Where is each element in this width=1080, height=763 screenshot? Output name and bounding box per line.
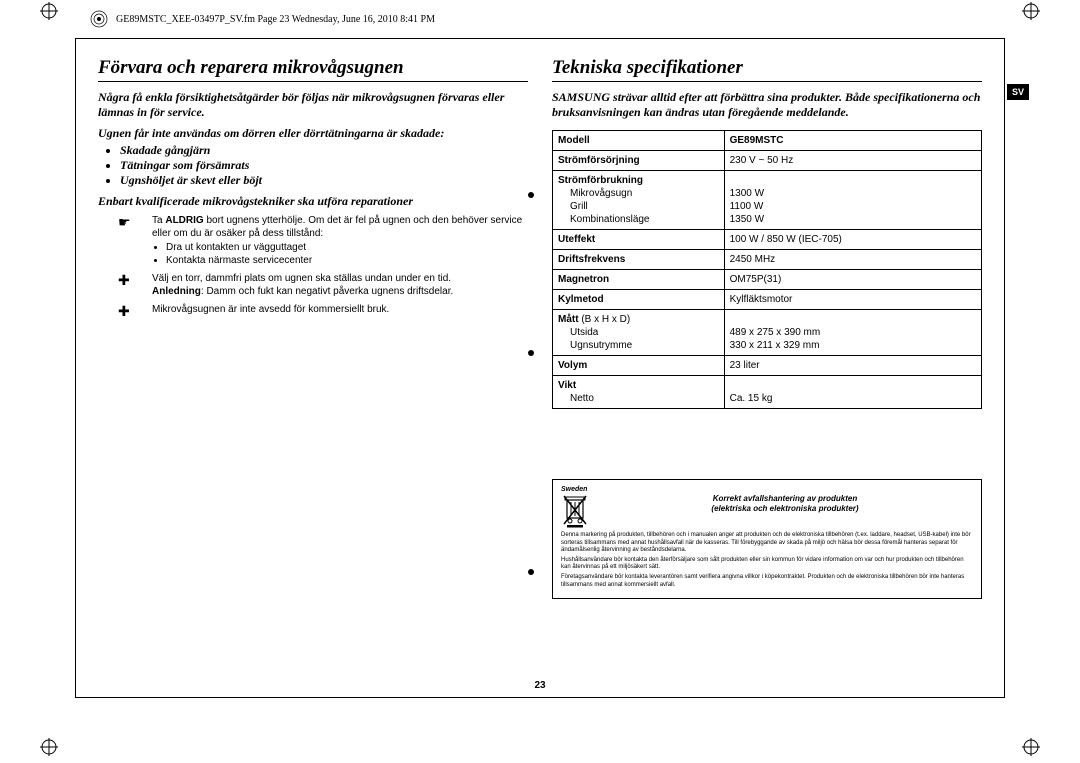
spec-label-6: Kylmetod	[558, 294, 604, 305]
spec-label-8: Volym	[558, 360, 587, 371]
spec-sub-2-0: Mikrovågsugn	[570, 187, 719, 200]
hand-icon: ☛	[118, 215, 134, 229]
spec-value-4: 2450 MHz	[724, 250, 981, 270]
spec-value-6: Kylfläktsmotor	[724, 290, 981, 310]
language-tab: SV	[1007, 84, 1029, 100]
weee-p1: Denna markering på produkten, tillbehöre…	[561, 532, 973, 554]
side-bullet-3	[528, 569, 534, 575]
table-row: Uteffekt 100 W / 850 W (IEC-705)	[553, 230, 982, 250]
note-1-pre: Välj en torr, dammfri plats om ugnen ska…	[152, 273, 451, 284]
note-0: ☛ Ta ALDRIG bort ugnens ytterhölje. Om d…	[118, 215, 528, 267]
note-2-pre: Mikrovågsugnen är inte avsedd för kommer…	[152, 304, 389, 315]
spec-value-8: 23 liter	[724, 356, 981, 376]
spec-value-9: Ca. 15 kg	[724, 376, 981, 409]
spec-sub-7-0: Utsida	[570, 326, 719, 339]
plus-icon: ✚	[118, 273, 134, 287]
left-intro2: Ugnen får inte användas om dörren eller …	[98, 126, 528, 141]
spec-label-7: Mått	[558, 314, 579, 325]
left-bullets: Skadade gångjärn Tätningar som försämrat…	[120, 143, 528, 188]
content-frame: SV Förvara och reparera mikrovågsugnen N…	[75, 38, 1005, 698]
spec-sub-9-0: Netto	[570, 392, 719, 405]
page: GE89MSTC_XEE-03497P_SV.fm Page 23 Wednes…	[0, 0, 1080, 763]
spec-label-5: Magnetron	[558, 274, 609, 285]
crop-mark-br	[1022, 738, 1040, 761]
spec-value-2: 1300 W 1100 W 1350 W	[724, 171, 981, 230]
right-column: Tekniska specifikationer SAMSUNG strävar…	[540, 57, 982, 679]
left-closing: Enbart kvalificerade mikrovågstekniker s…	[98, 194, 528, 209]
right-title: Tekniska specifikationer	[552, 57, 982, 82]
spec-label-2: Strömförbrukning	[558, 175, 643, 186]
left-title: Förvara och reparera mikrovågsugnen	[98, 57, 528, 82]
left-column: Förvara och reparera mikrovågsugnen Någr…	[98, 57, 540, 679]
left-bullet-2: Ugnshöljet är skevt eller böjt	[120, 173, 528, 188]
table-row: Driftsfrekvens 2450 MHz	[553, 250, 982, 270]
table-row: Magnetron OM75P(31)	[553, 270, 982, 290]
table-row: ViktNetto Ca. 15 kg	[553, 376, 982, 409]
spec-sub-2-1: Grill	[570, 200, 719, 213]
plus-icon-2: ✚	[118, 304, 134, 318]
note-0-pre: Ta	[152, 215, 165, 226]
page-header: GE89MSTC_XEE-03497P_SV.fm Page 23 Wednes…	[90, 10, 1050, 28]
header-text: GE89MSTC_XEE-03497P_SV.fm Page 23 Wednes…	[116, 14, 435, 25]
weee-p2: Hushållsanvändare bör kontakta den återf…	[561, 557, 973, 571]
weee-box: Sweden	[552, 479, 982, 599]
spec-label-3: Uteffekt	[558, 234, 595, 245]
spec-sub-7-1: Ugnsutrymme	[570, 339, 719, 352]
table-row: Modell GE89MSTC	[553, 131, 982, 151]
spec-label-7x: (B x H x D)	[579, 314, 631, 325]
left-bullet-0: Skadade gångjärn	[120, 143, 528, 158]
note-1-bold: Anledning	[152, 286, 201, 297]
note-2: ✚ Mikrovågsugnen är inte avsedd för komm…	[118, 304, 528, 318]
table-row: StrömförbrukningMikrovågsugnGrillKombina…	[553, 171, 982, 230]
spec-value-5: OM75P(31)	[724, 270, 981, 290]
table-row: Volym 23 liter	[553, 356, 982, 376]
note-0-sub-0: Dra ut kontakten ur vägguttaget	[166, 242, 528, 255]
note-0-sub-1: Kontakta närmaste servicecenter	[166, 255, 528, 268]
weee-country: Sweden	[561, 486, 973, 494]
table-row: Mått (B x H x D)UtsidaUgnsutrymme 489 x …	[553, 310, 982, 356]
note-1-post: : Damm och fukt kan negativt påverka ugn…	[201, 286, 453, 297]
spec-label-4: Driftsfrekvens	[558, 254, 625, 265]
spec-table: Modell GE89MSTC Strömförsörjning 230 V ~ 5…	[552, 130, 982, 409]
side-bullet-2	[528, 350, 534, 356]
left-bullet-1: Tätningar som försämrats	[120, 158, 528, 173]
side-bullet-1	[528, 192, 534, 198]
note-0-post: bort ugnens ytterhölje. Om det är fel på…	[152, 215, 522, 239]
left-intro: Några få enkla försiktighetsåtgärder bör…	[98, 90, 528, 120]
table-row: Kylmetod Kylfläktsmotor	[553, 290, 982, 310]
weee-p3: Företagsanvändare bör kontakta leverantö…	[561, 574, 973, 588]
table-row: Strömförsörjning 230 V ~ 50 Hz	[553, 151, 982, 171]
spec-value-0: GE89MSTC	[730, 135, 784, 146]
weee-bin-icon	[561, 494, 589, 528]
right-intro: SAMSUNG strävar alltid efter att förbätt…	[552, 90, 982, 120]
spec-value-1: 230 V ~ 50 Hz	[724, 151, 981, 171]
spec-label-1: Strömförsörjning	[558, 155, 640, 166]
spec-value-7: 489 x 275 x 390 mm 330 x 211 x 329 mm	[724, 310, 981, 356]
spec-value-3: 100 W / 850 W (IEC-705)	[724, 230, 981, 250]
weee-head1: Korrekt avfallshantering av produkten	[597, 494, 973, 504]
page-number: 23	[534, 680, 545, 691]
spec-label-0: Modell	[558, 135, 590, 146]
spec-sub-2-2: Kombinationsläge	[570, 213, 719, 226]
crop-mark-tl	[40, 2, 58, 25]
note-0-bold: ALDRIG	[165, 215, 203, 226]
weee-head2: (elektriska och elektroniska produkter)	[597, 504, 973, 514]
spec-label-9: Vikt	[558, 380, 576, 391]
header-target-icon	[90, 10, 108, 28]
crop-mark-bl	[40, 738, 58, 761]
note-1: ✚ Välj en torr, dammfri plats om ugnen s…	[118, 273, 528, 298]
